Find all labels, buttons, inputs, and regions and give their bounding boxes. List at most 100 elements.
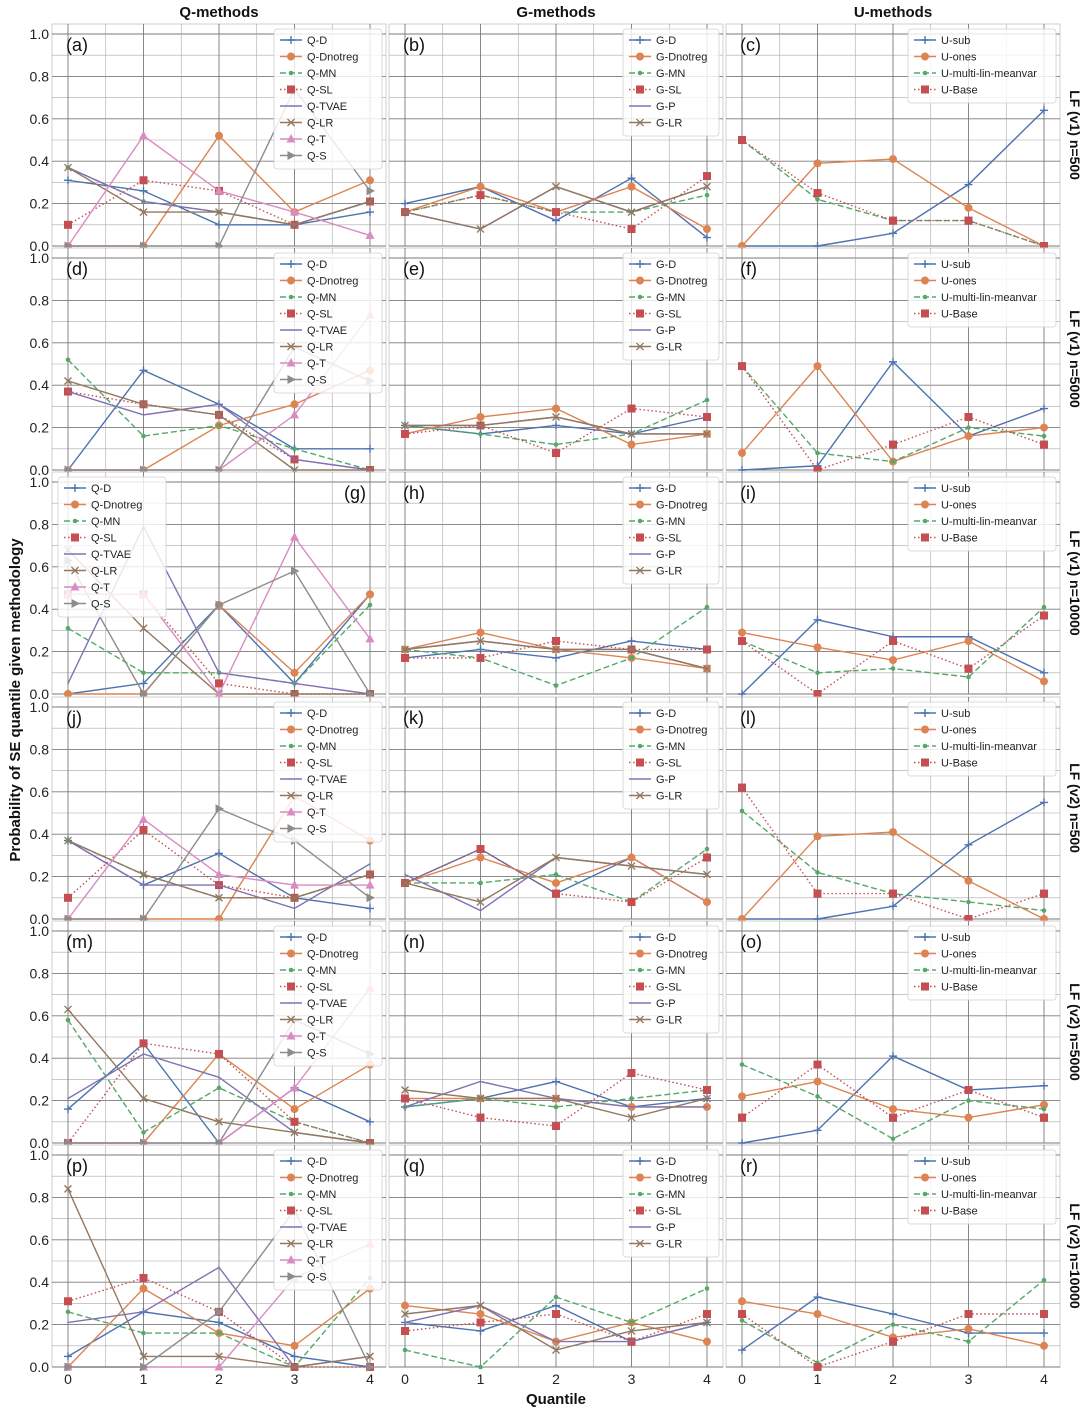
- data-point: [65, 625, 71, 631]
- data-point: [139, 208, 148, 217]
- data-point: [703, 429, 711, 438]
- data-point: [964, 664, 973, 673]
- data-point: [627, 174, 636, 183]
- data-point: [215, 1318, 223, 1327]
- legend-marker: [288, 70, 294, 76]
- data-point: [889, 229, 897, 238]
- legend-marker: [921, 52, 929, 61]
- column-title-1: G-methods: [516, 4, 595, 21]
- legend-label: Q-TVAE: [307, 325, 347, 337]
- legend-label: U-sub: [941, 35, 970, 47]
- data-point: [141, 1130, 146, 1135]
- legend-marker: [636, 758, 644, 767]
- data-point: [813, 1293, 822, 1302]
- data-point: [889, 889, 897, 898]
- data-point: [366, 689, 375, 699]
- legend-item: Q-TVAE: [280, 325, 347, 337]
- legend-marker: [636, 260, 644, 268]
- legend: U-sub U-ones U-multi-lin-meanvar U-Base: [907, 925, 1057, 1001]
- legend-marker: [636, 52, 644, 61]
- legend-item: U-sub: [914, 708, 970, 720]
- data-point: [964, 1310, 973, 1318]
- data-point: [889, 1337, 897, 1346]
- data-point: [1041, 1277, 1047, 1283]
- data-point: [966, 1098, 971, 1103]
- y-tick-label: 0.4: [30, 1050, 50, 1066]
- data-point: [216, 1085, 222, 1091]
- legend-item: G-D: [629, 35, 676, 47]
- legend-item: Q-TVAE: [280, 1222, 347, 1234]
- legend-label: Q-Dnotreg: [307, 725, 358, 737]
- legend-label: G-D: [656, 708, 676, 720]
- series-G-SL: [401, 1069, 711, 1131]
- legend-marker: [287, 1173, 295, 1182]
- legend-box: [57, 476, 167, 618]
- panel-label: (r): [740, 1156, 758, 1176]
- x-tick-label: 2: [215, 1371, 223, 1387]
- panel-label: (g): [344, 483, 366, 503]
- series-U-ones: [738, 628, 1048, 686]
- legend: G-D G-Dnotreg G-MN G-SL G-P G-LR: [622, 925, 720, 1034]
- data-point: [889, 440, 897, 449]
- data-point: [889, 1052, 897, 1061]
- legend-marker: [637, 743, 643, 749]
- legend-label: G-MN: [656, 516, 685, 528]
- legend-item: Q-SL: [280, 85, 333, 97]
- legend-label: Q-LR: [91, 566, 117, 578]
- data-point: [290, 207, 299, 216]
- legend-marker: [637, 967, 643, 973]
- legend-label: U-Base: [941, 309, 978, 321]
- legend-marker: [71, 533, 79, 542]
- legend-label: Q-LR: [307, 118, 333, 130]
- legend-item: G-P: [629, 549, 676, 561]
- series-U-ones: [738, 1297, 1048, 1350]
- data-point: [815, 197, 820, 202]
- legend-marker: [287, 1015, 295, 1024]
- data-point: [966, 899, 971, 905]
- data-point: [290, 532, 299, 541]
- legend-marker: [286, 134, 296, 143]
- legend-item: G-SL: [629, 982, 682, 994]
- data-point: [964, 1324, 973, 1333]
- y-tick-label: 0.4: [30, 601, 50, 617]
- legend-box: [907, 1149, 1057, 1225]
- data-point: [627, 1069, 636, 1078]
- legend-item: Q-LR: [280, 791, 333, 803]
- data-point: [1040, 1310, 1048, 1318]
- series-U-multi-lin-meanvar: [739, 1062, 1047, 1142]
- data-point: [738, 1310, 746, 1318]
- legend-label: Q-MN: [307, 965, 336, 977]
- legend-marker: [921, 1157, 929, 1165]
- data-point: [627, 853, 636, 862]
- legend-marker: [636, 484, 644, 492]
- legend-label: U-multi-lin-meanvar: [941, 68, 1037, 80]
- series-U-sub: [738, 615, 1048, 698]
- legend-label: Q-T: [307, 358, 326, 370]
- legend-item: G-SL: [629, 758, 682, 770]
- legend-box: [622, 701, 720, 810]
- legend-label: G-P: [656, 998, 676, 1010]
- legend-marker: [921, 982, 929, 991]
- data-point: [889, 1113, 897, 1122]
- data-point: [404, 1321, 406, 1324]
- data-point: [139, 679, 148, 688]
- legend-label: G-D: [656, 932, 676, 944]
- data-point: [552, 182, 560, 191]
- legend-item: G-D: [629, 1156, 676, 1168]
- legend-marker: [636, 276, 644, 285]
- legend-marker: [287, 725, 295, 734]
- legend-item: Q-MN: [280, 965, 336, 977]
- data-point: [218, 1076, 220, 1079]
- data-point: [366, 1352, 374, 1361]
- data-point: [552, 637, 560, 645]
- y-tick-label: 0.6: [30, 111, 50, 127]
- data-point: [627, 225, 636, 234]
- data-point: [478, 880, 483, 886]
- data-point: [1040, 1081, 1048, 1090]
- data-point: [401, 421, 409, 430]
- data-point: [140, 1362, 149, 1372]
- data-point: [703, 870, 711, 879]
- legend-label: U-sub: [941, 1156, 970, 1168]
- data-point: [476, 1326, 485, 1335]
- data-point: [627, 429, 636, 438]
